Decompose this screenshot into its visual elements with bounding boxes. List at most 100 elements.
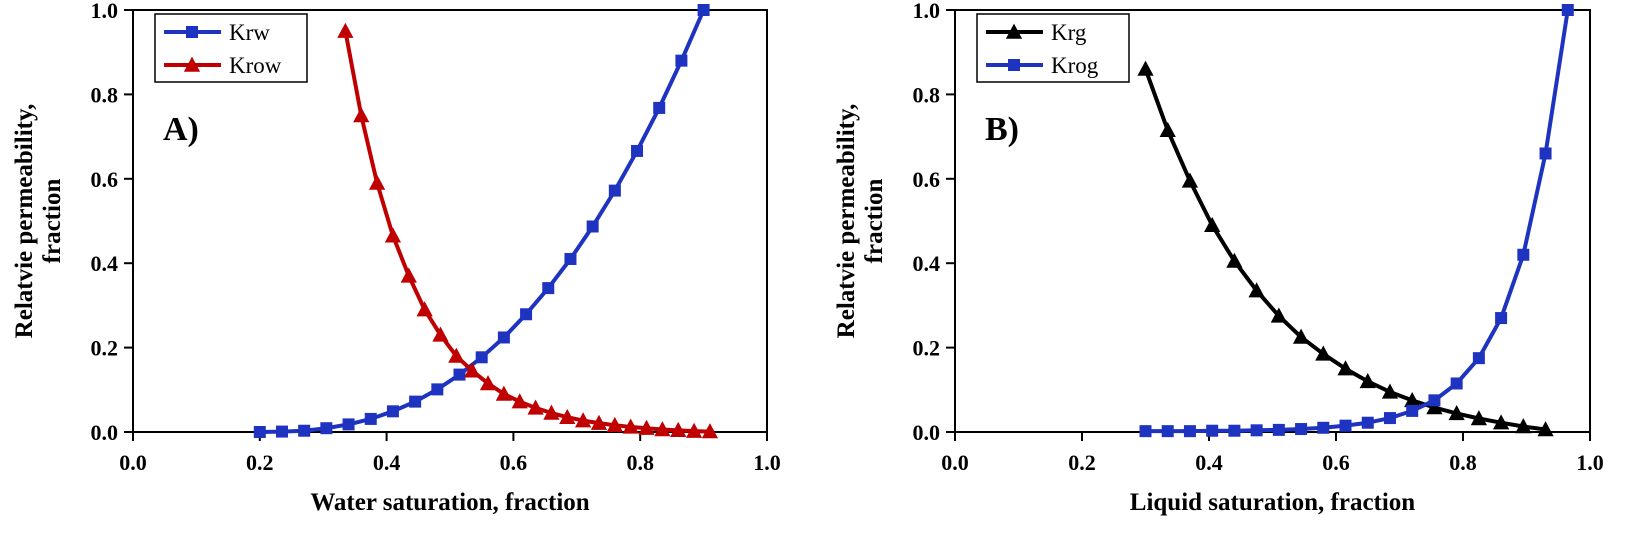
series-Krow-marker xyxy=(701,423,719,439)
series-Krog-marker xyxy=(1406,404,1419,417)
y-tick-label: 0.2 xyxy=(91,336,119,361)
series-Krw-marker xyxy=(542,282,555,295)
series-Krog-marker xyxy=(1295,423,1308,436)
chart-b-svg: 0.0 0.2 0.4 0.6 0.8 1.0 0.0 0.2 0.4 0.6 0.8 1.0 Liqu… xyxy=(833,0,1604,516)
x-tick-label: 0.0 xyxy=(941,450,969,475)
y-axis-title-line: fraction xyxy=(861,179,888,264)
y-tick-label: 0.6 xyxy=(91,167,119,192)
chart-panel-b: 0.0 0.2 0.4 0.6 0.8 1.0 0.0 0.2 0.4 0.6 0.8 1.0 Liqu… xyxy=(822,0,1645,550)
series-Krg-marker xyxy=(1426,399,1443,415)
series-Krow-marker xyxy=(622,418,639,434)
series-Krg-marker xyxy=(1381,383,1399,399)
x-tick-label: 0.2 xyxy=(246,450,274,475)
x-axis-title: Water saturation, fraction xyxy=(310,489,589,516)
series-Krog-marker xyxy=(1495,312,1508,325)
series-Krw-marker xyxy=(386,405,399,418)
y-tick-label: 0.0 xyxy=(91,420,119,445)
series-Krw-marker xyxy=(453,368,466,381)
series-Krog-marker xyxy=(1206,424,1219,437)
legend-marker-Krog xyxy=(1008,59,1020,71)
series-Krw-marker xyxy=(497,331,510,344)
series-Krw-marker xyxy=(631,144,644,157)
y-tick-label: 1.0 xyxy=(91,0,119,23)
series-Krow-marker xyxy=(685,422,703,438)
series-Krg-marker xyxy=(1181,172,1199,188)
series-Krg xyxy=(1137,60,1554,437)
series-Krog-marker xyxy=(1361,416,1374,429)
series-Krow-marker xyxy=(670,421,687,438)
x-tick-label: 0.8 xyxy=(626,450,654,475)
series-Krw-marker xyxy=(364,412,377,425)
x-tick-label: 0.6 xyxy=(1322,450,1350,475)
series-Krg-marker xyxy=(1226,252,1243,268)
x-axis-title: Liquid saturation, fraction xyxy=(1130,489,1416,516)
y-tick-label: 0.8 xyxy=(91,82,119,107)
y-axis-title-line: Relatvie permeability, xyxy=(833,104,860,339)
series-Krow-marker xyxy=(654,421,671,437)
series-Krw-marker xyxy=(275,425,288,438)
series-Krg-marker xyxy=(1137,60,1154,76)
series-Krog-marker xyxy=(1561,4,1574,16)
series-Krg-marker xyxy=(1404,391,1421,408)
series-Krow-marker xyxy=(432,326,449,342)
series-Krog-marker xyxy=(1539,147,1552,160)
legend-label-Krw: Krw xyxy=(229,20,270,45)
series-Krg-marker xyxy=(1537,421,1554,437)
x-tick-label: 0.0 xyxy=(119,450,147,475)
legend-box xyxy=(154,13,308,83)
panel-label: A) xyxy=(163,111,199,148)
series-Krg-marker xyxy=(1292,328,1310,344)
series-Krw-marker xyxy=(409,395,422,408)
legend-label-Krog: Krog xyxy=(1051,53,1099,78)
x-tick-label: 0.4 xyxy=(373,450,401,475)
series-Krow-marker xyxy=(368,174,386,190)
series-Krow-marker xyxy=(416,301,433,317)
x-tick-label: 1.0 xyxy=(1576,450,1604,475)
series-Krw-marker xyxy=(675,54,688,67)
y-tick-label: 0.2 xyxy=(913,336,941,361)
x-tick-label: 0.2 xyxy=(1068,450,1096,475)
series-Krw-marker xyxy=(320,422,333,435)
series-Krw-marker xyxy=(586,220,599,233)
series-Krw-marker xyxy=(253,426,266,438)
series-Krow-marker xyxy=(575,412,592,428)
legend-marker-Krow xyxy=(183,56,201,72)
x-tick-label: 0.8 xyxy=(1449,450,1477,475)
legend-label-Krg: Krg xyxy=(1051,20,1087,45)
series-Krw-marker xyxy=(431,383,444,396)
series-Krow-marker xyxy=(337,22,354,38)
series-Krog-marker xyxy=(1450,377,1463,390)
chart-a-svg: 0.0 0.2 0.4 0.6 0.8 1.0 0.0 0.2 0.4 0.6 0.8 1.0 Wate… xyxy=(11,0,781,516)
series-Krg-marker xyxy=(1159,121,1176,137)
series-Krow-marker xyxy=(495,385,513,401)
series-Krow-marker xyxy=(511,393,528,409)
series-Krow-marker xyxy=(353,107,370,123)
series-Krow-marker xyxy=(559,408,576,424)
x-tick-label: 1.0 xyxy=(753,450,781,475)
plot-border xyxy=(132,9,768,433)
series-Krg-marker xyxy=(1248,282,1265,298)
series-Krog xyxy=(1139,4,1574,438)
y-axis-title-line: Relatvie permeability, xyxy=(11,104,38,339)
series-Krow-marker xyxy=(464,362,481,378)
series-Krow-marker xyxy=(638,419,655,435)
series-Krow-marker xyxy=(606,416,623,432)
series-Krw-marker xyxy=(475,351,488,364)
legend-marker-Krw xyxy=(186,26,198,38)
series-Krw xyxy=(253,4,710,438)
series-Krow xyxy=(337,22,719,439)
series-Krog-marker xyxy=(1517,248,1530,261)
series-Krog-marker xyxy=(1272,423,1285,436)
y-tick-label: 0.8 xyxy=(913,82,941,107)
series-Krw-marker xyxy=(520,308,533,321)
series-Krg-marker xyxy=(1448,405,1465,421)
x-tick-label: 0.4 xyxy=(1195,450,1223,475)
series-Krw-marker xyxy=(298,424,311,437)
series-Krog-marker xyxy=(1339,419,1352,432)
legend-label-Krow: Krow xyxy=(229,53,282,78)
y-tick-label: 1.0 xyxy=(913,0,941,23)
series-Krow-marker xyxy=(479,375,497,391)
series-Krg-marker xyxy=(1515,418,1532,434)
series-Krog-marker xyxy=(1161,425,1174,438)
